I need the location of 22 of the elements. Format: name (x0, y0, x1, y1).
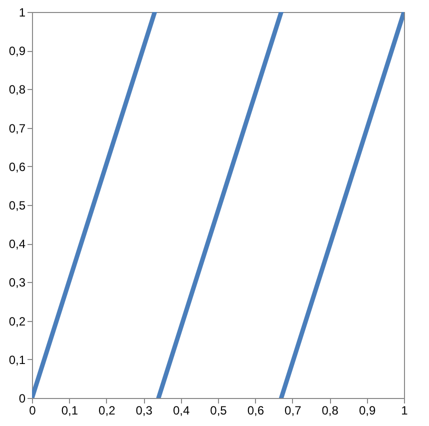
y-tick-label: 0,3 (8, 276, 26, 290)
x-tick-label: 0,1 (61, 404, 78, 418)
y-tick-label: 0,5 (8, 198, 26, 212)
x-tick-label: 0,2 (98, 404, 116, 418)
y-tick-label: 0,4 (8, 237, 26, 252)
y-tick-label: 0,2 (8, 314, 26, 328)
y-tick-label: 0,7 (8, 121, 26, 136)
x-tick-label: 0,5 (210, 404, 228, 418)
x-tick-label: 0,8 (322, 404, 339, 418)
x-tick-label: 0,3 (136, 404, 153, 418)
y-tick-label: 0,9 (8, 44, 26, 58)
x-tick-label: 0 (29, 404, 36, 418)
x-tick-label: 0,4 (172, 404, 190, 418)
x-tick-label: 1 (401, 404, 408, 418)
y-tick-label: 0,6 (8, 160, 26, 174)
y-tick-label: 1 (18, 6, 26, 20)
y-tick-label: 0,1 (8, 352, 26, 367)
x-tick-label: 0,6 (247, 404, 264, 418)
x-tick-label: 0,7 (284, 404, 302, 418)
y-tick-label: 0,8 (8, 82, 26, 97)
x-tick-label: 0,9 (358, 404, 376, 418)
y-tick-label: 0 (18, 392, 26, 406)
